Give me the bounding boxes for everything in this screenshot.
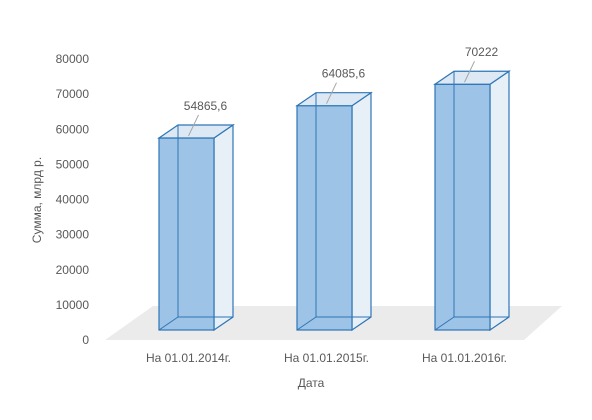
y-tick-label: 30000 (56, 228, 90, 242)
bar (295, 91, 373, 332)
x-tick-label: На 01.01.2016г. (422, 351, 507, 365)
bar-side (351, 91, 372, 332)
data-label-leader (188, 114, 199, 137)
data-label: 70222 (465, 45, 499, 59)
x-ticks: На 01.01.2014г. На 01.01.2015г. На 01.01.2… (146, 351, 507, 365)
labels-layer: 54865,6 64085,6 70222 (184, 45, 499, 137)
bar (433, 70, 511, 332)
data-label: 54865,6 (184, 99, 228, 113)
data-label: 64085,6 (322, 67, 366, 81)
bar-depth-edge (434, 316, 455, 331)
x-axis-title: Дата (298, 376, 325, 390)
y-tick-label: 50000 (56, 157, 90, 171)
y-axis-title: Сумма, млрд р. (30, 157, 44, 243)
x-tick-label: На 01.01.2014г. (146, 351, 231, 365)
y-tick-label: 20000 (56, 263, 90, 277)
y-tick-label: 70000 (56, 87, 90, 101)
y-tick-label: 0 (82, 333, 89, 347)
data-label-leader (326, 82, 337, 104)
bars-layer (157, 70, 511, 332)
y-tick-label: 60000 (56, 122, 90, 136)
y-tick-label: 10000 (56, 298, 90, 312)
bar-depth-edge (296, 316, 317, 331)
data-label-leader (464, 61, 475, 83)
bar-front (296, 105, 353, 331)
x-tick-label: На 01.01.2015г. (284, 351, 369, 365)
bar-depth-edge (158, 316, 179, 331)
bar (157, 123, 235, 332)
y-ticks: 0 10000 20000 30000 40000 50000 60000 70000 8000… (56, 52, 90, 347)
bar-front (434, 83, 491, 331)
bar-side (489, 70, 510, 332)
y-tick-label: 80000 (56, 52, 90, 66)
y-tick-label: 40000 (56, 193, 90, 207)
bar-front (158, 137, 215, 331)
bar-side (213, 123, 234, 332)
